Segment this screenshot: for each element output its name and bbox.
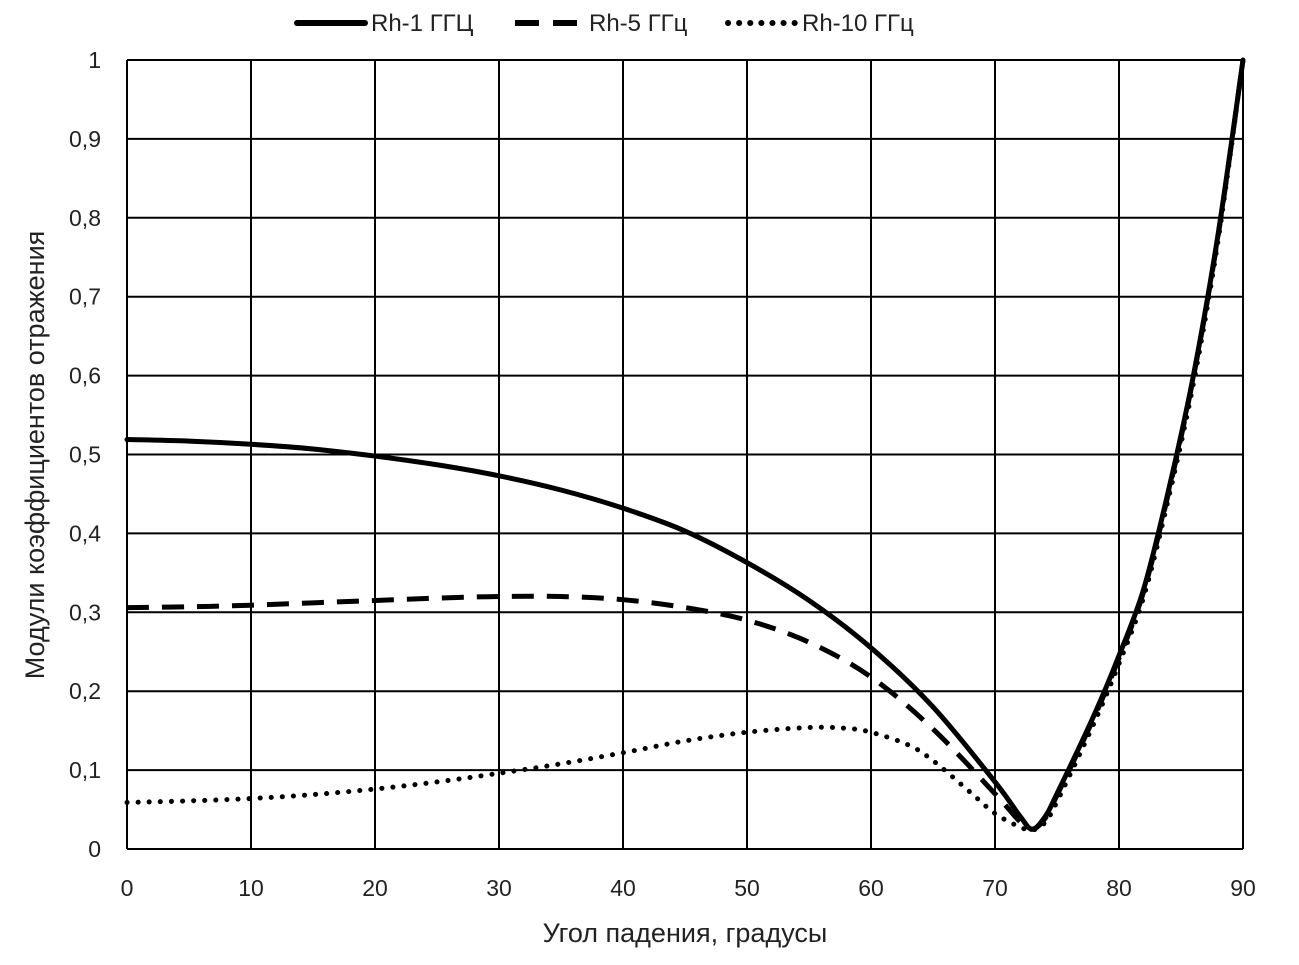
y-tick-label: 0,9 — [69, 126, 101, 152]
x-tick-label: 80 — [1106, 875, 1132, 901]
x-tick-label: 50 — [734, 875, 760, 901]
grid — [126, 59, 1244, 850]
y-tick-label: 0,1 — [69, 757, 101, 783]
x-tick-label: 60 — [858, 875, 884, 901]
y-tick-label: 0,3 — [69, 599, 101, 625]
x-tick-label: 30 — [486, 875, 512, 901]
y-tick-label: 1 — [88, 47, 101, 73]
legend-label: Rh-10 ГГц — [802, 10, 914, 37]
series-layer — [124, 57, 1246, 833]
y-tick-label: 0 — [88, 836, 101, 862]
y-tick-label: 0,7 — [69, 284, 101, 310]
x-tick-label: 90 — [1230, 875, 1256, 901]
legend: Rh-1 ГГЦ Rh-5 ГГц Rh-10 ГГц — [294, 10, 914, 37]
x-tick-label: 70 — [982, 875, 1008, 901]
x-tick-label: 10 — [238, 875, 264, 901]
y-axis-title: Модули коэффициентов отражения — [20, 231, 50, 680]
legend-label: Rh-5 ГГц — [589, 10, 688, 37]
tick-labels: 0 10 20 30 40 50 60 70 80 90 0 0,1 0,2 0,3 0,4 0,5 0,6 0,… — [69, 47, 1256, 901]
x-tick-label: 20 — [362, 875, 388, 901]
x-tick-label: 0 — [121, 875, 134, 901]
y-tick-label: 0,4 — [69, 520, 101, 546]
x-tick-label: 40 — [610, 875, 636, 901]
y-tick-label: 0,6 — [69, 363, 101, 389]
legend-label: Rh-1 ГГЦ — [371, 10, 474, 37]
y-tick-label: 0,8 — [69, 205, 101, 231]
x-axis-title: Угол падения, градусы — [543, 918, 828, 948]
series-line-dotted — [124, 57, 1246, 833]
y-tick-label: 0,5 — [69, 442, 101, 468]
y-tick-label: 0,2 — [69, 678, 101, 704]
